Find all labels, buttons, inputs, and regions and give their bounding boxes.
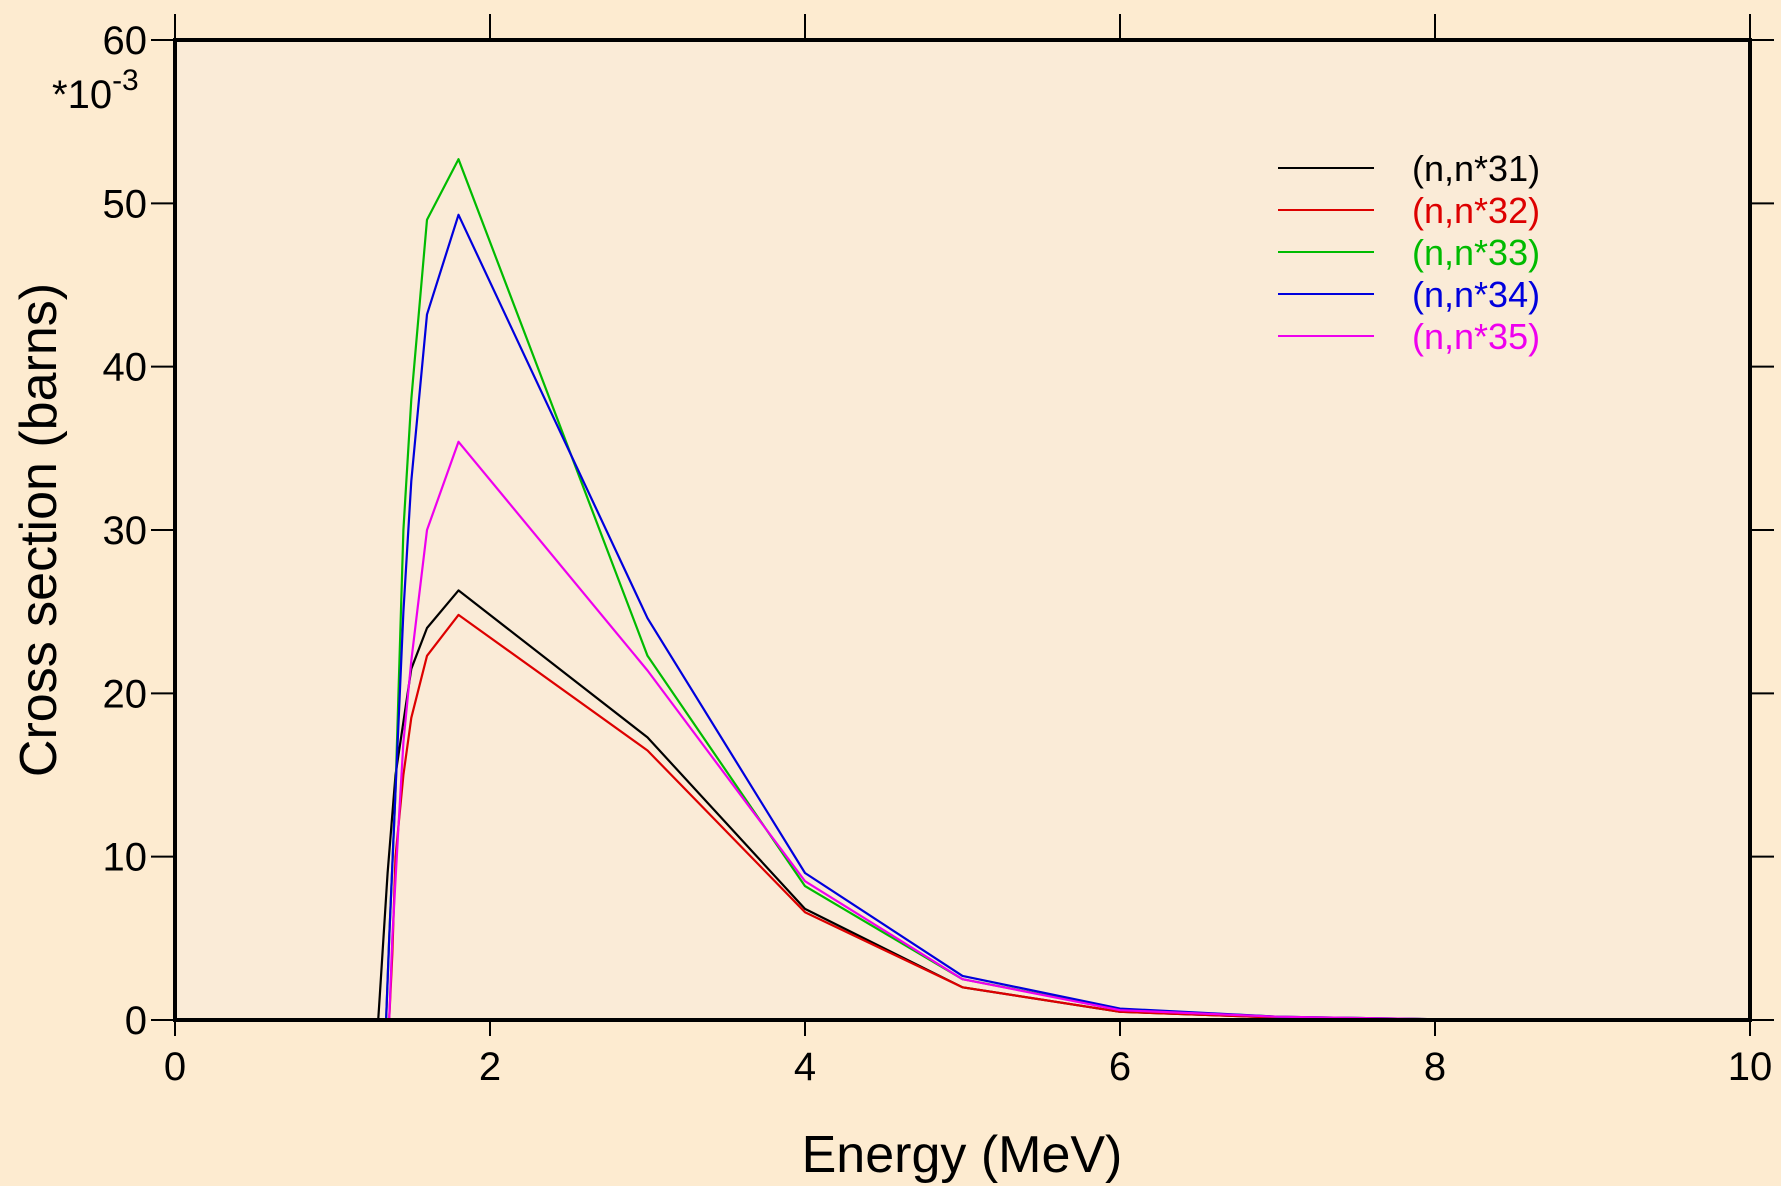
- x-tick-label-3: 6: [1109, 1045, 1131, 1089]
- legend-label-4: (n,n*34): [1412, 274, 1540, 315]
- x-tick-label-0: 0: [164, 1045, 186, 1089]
- series-line-5: [388, 440, 1751, 1021]
- x-tick-label-1: 2: [479, 1045, 501, 1089]
- plot-area: [175, 40, 1750, 1020]
- x-tick-label-2: 4: [794, 1045, 816, 1089]
- y-tick-label-3: 30: [103, 509, 148, 553]
- legend-label-2: (n,n*32): [1412, 190, 1540, 231]
- y-multiplier-exponent: -3: [112, 64, 139, 97]
- series-layer: [377, 158, 1751, 1021]
- y-tick-label-4: 40: [103, 346, 148, 390]
- x-tick-label-4: 8: [1424, 1045, 1446, 1089]
- y-tick-label-5: 50: [103, 182, 148, 226]
- y-tick-label-6: 60: [103, 19, 148, 63]
- plot-frame: [173, 38, 1752, 1022]
- y-multiplier: *10-3: [52, 64, 139, 117]
- legend-label-3: (n,n*33): [1412, 232, 1540, 273]
- svg-text:*10-3: *10-3: [52, 64, 139, 117]
- y-tick-label-1: 10: [103, 836, 148, 880]
- legend-label-5: (n,n*35): [1412, 316, 1540, 357]
- y-tick-label-2: 20: [103, 672, 148, 716]
- legend-label-1: (n,n*31): [1412, 148, 1540, 189]
- legend: (n,n*31)(n,n*32)(n,n*33)(n,n*34)(n,n*35): [1278, 148, 1540, 357]
- y-axis-title: Cross section (barns): [10, 283, 68, 777]
- y-tick-label-0: 0: [125, 999, 147, 1043]
- y-multiplier-base: *10: [52, 73, 112, 117]
- x-axis-title: Energy (MeV): [802, 1126, 1123, 1184]
- ticks-layer: 0 2 4 6 8 10 0 10 20 30 40 50 60: [103, 14, 1774, 1089]
- x-tick-label-5: 10: [1728, 1045, 1773, 1089]
